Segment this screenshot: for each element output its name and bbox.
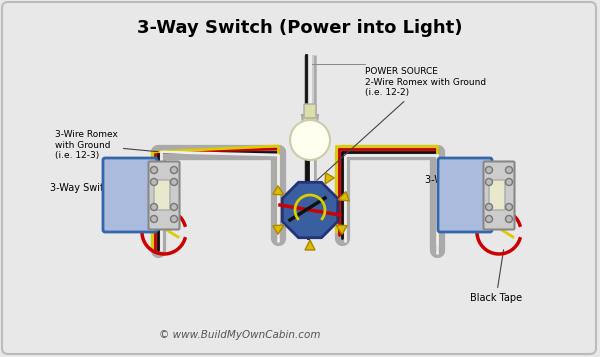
Polygon shape	[338, 192, 349, 201]
Circle shape	[505, 216, 512, 222]
Text: 3-Wire Romex
with Ground
(i.e. 12-3): 3-Wire Romex with Ground (i.e. 12-3)	[55, 130, 158, 160]
FancyBboxPatch shape	[2, 2, 596, 354]
Circle shape	[151, 216, 157, 222]
Text: POWER SOURCE
2-Wire Romex with Ground
(i.e. 12-2): POWER SOURCE 2-Wire Romex with Ground (i…	[317, 67, 486, 180]
Polygon shape	[305, 240, 315, 250]
FancyBboxPatch shape	[154, 180, 170, 210]
FancyBboxPatch shape	[484, 161, 514, 230]
Circle shape	[505, 166, 512, 174]
Text: 3-Way Switch: 3-Way Switch	[50, 183, 149, 193]
FancyBboxPatch shape	[304, 104, 316, 118]
Circle shape	[170, 166, 178, 174]
Text: © www.BuildMyOwnCabin.com: © www.BuildMyOwnCabin.com	[159, 330, 321, 340]
Circle shape	[290, 120, 330, 160]
FancyBboxPatch shape	[438, 158, 492, 232]
Circle shape	[485, 203, 493, 211]
FancyBboxPatch shape	[103, 158, 157, 232]
Text: 3-Way Switch (Power into Light): 3-Way Switch (Power into Light)	[137, 19, 463, 37]
Circle shape	[505, 203, 512, 211]
Circle shape	[485, 178, 493, 186]
Circle shape	[151, 203, 157, 211]
Polygon shape	[336, 225, 347, 234]
Circle shape	[485, 216, 493, 222]
Polygon shape	[273, 225, 284, 234]
Polygon shape	[325, 173, 334, 184]
Polygon shape	[282, 182, 338, 238]
Circle shape	[170, 216, 178, 222]
Circle shape	[170, 203, 178, 211]
Circle shape	[151, 166, 157, 174]
FancyBboxPatch shape	[489, 180, 505, 210]
FancyBboxPatch shape	[149, 161, 179, 230]
Circle shape	[505, 178, 512, 186]
Circle shape	[170, 178, 178, 186]
Circle shape	[485, 166, 493, 174]
Polygon shape	[302, 115, 318, 130]
Text: 3-Way Switch: 3-Way Switch	[425, 175, 491, 189]
Circle shape	[151, 178, 157, 186]
Text: Black Tape: Black Tape	[470, 250, 522, 303]
Polygon shape	[273, 186, 284, 195]
